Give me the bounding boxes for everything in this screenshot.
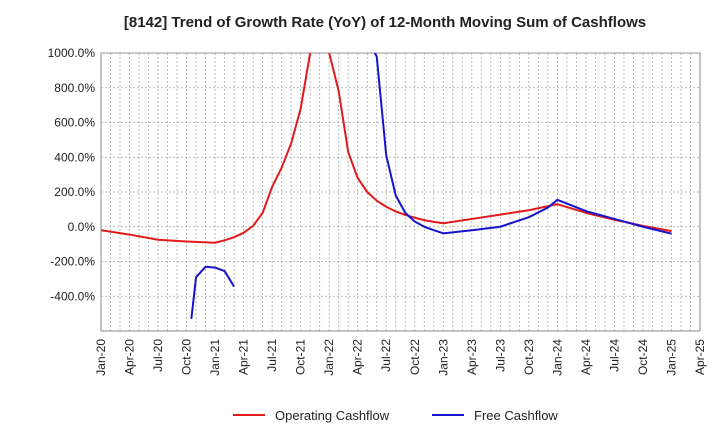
x-tick-label: Apr-21 (237, 339, 251, 375)
free-cashflow-line (373, 53, 672, 235)
legend: Operating Cashflow Free Cashflow (233, 408, 558, 423)
x-tick-label: Oct-22 (408, 339, 422, 375)
legend-label-operating-cashflow: Operating Cashflow (275, 408, 390, 423)
y-tick-label: 400.0% (54, 150, 95, 164)
x-tick-label: Jan-21 (208, 339, 222, 376)
x-tick-label: Apr-20 (123, 339, 137, 375)
operating-cashflow-line (101, 53, 672, 244)
free-cashflow-line (190, 265, 235, 319)
axis-layer: 1000.0% 800.0% 600.0% 400.0% 200.0% 0.0% -200.… (48, 46, 707, 376)
x-tick-label: Jan-20 (94, 339, 108, 376)
x-tick-label: Apr-24 (579, 339, 593, 375)
x-tick-label: Jul-23 (493, 339, 507, 372)
chart-title: [8142] Trend of Growth Rate (YoY) of 12-… (124, 14, 646, 31)
x-tick-label: Oct-20 (180, 339, 194, 375)
y-tick-label: 800.0% (54, 81, 95, 95)
x-tick-label: Oct-23 (522, 339, 536, 375)
y-tick-label: 200.0% (54, 185, 95, 199)
x-tick-label: Jul-21 (265, 339, 279, 372)
x-tick-label: Jan-24 (550, 339, 564, 376)
y-tick-label: -200.0% (50, 255, 95, 269)
x-tick-label: Apr-25 (693, 339, 707, 375)
x-tick-label: Oct-21 (294, 339, 308, 375)
y-tick-label: 600.0% (54, 116, 95, 130)
x-tick-label: Apr-22 (351, 339, 365, 375)
x-tick-label: Jul-20 (151, 339, 165, 372)
x-tick-label: Jan-23 (436, 339, 450, 376)
y-tick-label: 1000.0% (48, 46, 96, 60)
y-tick-label: -400.0% (50, 289, 95, 303)
series-layer (101, 53, 672, 319)
y-tick-label: 0.0% (68, 220, 96, 234)
plot-area (100, 52, 701, 332)
x-tick-label: Apr-23 (465, 339, 479, 375)
x-tick-label: Jul-22 (379, 339, 393, 372)
x-tick-label: Jan-25 (664, 339, 678, 376)
x-tick-label: Oct-24 (636, 339, 650, 375)
x-tick-label: Jul-24 (607, 339, 621, 372)
grid-layer (100, 52, 701, 332)
legend-label-free-cashflow: Free Cashflow (474, 408, 558, 423)
x-tick-label: Jan-22 (322, 339, 336, 376)
